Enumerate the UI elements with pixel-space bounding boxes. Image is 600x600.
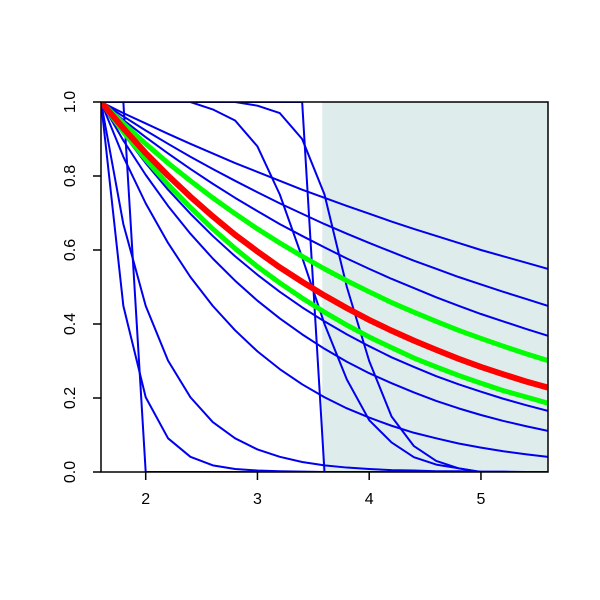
curve [101, 102, 548, 391]
x-tick-label: 3 [253, 491, 262, 508]
y-tick-label: 0.0 [62, 461, 79, 483]
curve [101, 102, 548, 472]
curve [101, 102, 548, 472]
plot-frame [100, 101, 549, 473]
x-tick-label: 4 [365, 491, 374, 508]
plot-area [101, 102, 548, 472]
curve [101, 102, 548, 458]
y-tick-label: 1.0 [62, 91, 79, 113]
y-tick-label: 0.8 [62, 165, 79, 187]
curve [101, 102, 548, 337]
x-tick-label: 2 [141, 491, 150, 508]
y-tick-label: 0.6 [62, 239, 79, 261]
y-tick-label: 0.2 [62, 387, 79, 409]
y-tick-label: 0.4 [62, 313, 79, 335]
x-tick-label: 5 [476, 491, 485, 508]
curve [101, 102, 548, 307]
curve [101, 102, 548, 406]
curve [101, 102, 548, 364]
curve [101, 102, 548, 432]
